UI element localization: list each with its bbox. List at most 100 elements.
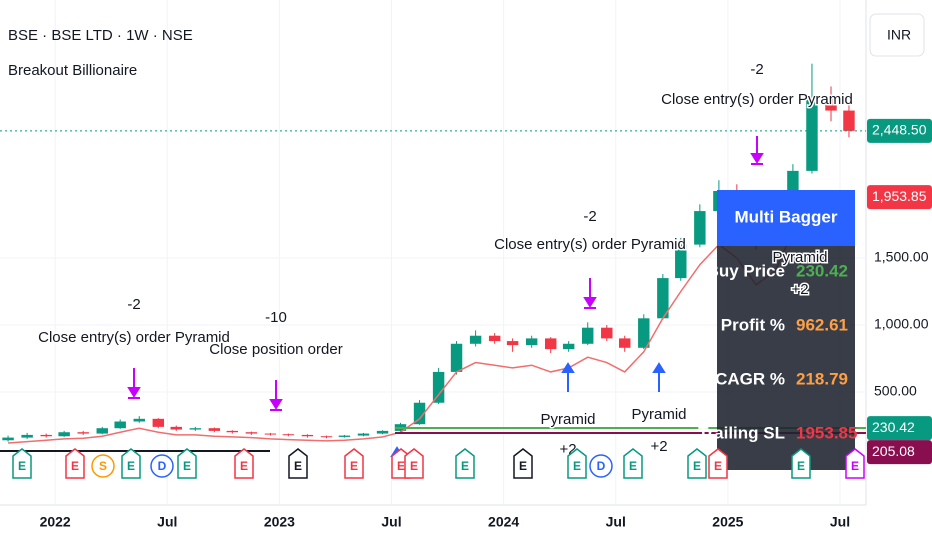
event-badge[interactable] (91, 454, 115, 478)
y-tick-label: 1,000.00 (874, 316, 929, 332)
price-label-bg (867, 416, 932, 441)
event-badge[interactable] (845, 448, 865, 479)
event-badge[interactable] (288, 448, 308, 479)
event-label: E (797, 459, 805, 473)
x-tick-label: 2022 (40, 514, 71, 530)
event-label: E (410, 459, 418, 473)
candle-body (40, 434, 52, 437)
candle-body (562, 343, 575, 350)
candle-body (601, 327, 613, 339)
candle-body (675, 244, 687, 279)
table-label: Trailing SL (698, 423, 785, 442)
event-label: E (183, 459, 191, 473)
y-tick-label: 500.00 (874, 383, 917, 399)
x-tick-label: Jul (157, 514, 177, 530)
table-header: Multi Bagger (735, 207, 838, 226)
currency[interactable]: INR (887, 27, 911, 43)
price-label-bg (867, 185, 932, 210)
event-label: E (18, 459, 26, 473)
chart-title: BSE · BSE LTD · 1W · NSE (8, 27, 193, 44)
candle-body (357, 433, 370, 436)
event-label: E (714, 459, 722, 473)
candle-body (21, 434, 33, 438)
event-badge[interactable] (177, 448, 197, 479)
table-header-bg (717, 190, 855, 246)
event-badge[interactable] (708, 448, 728, 479)
annotation: -2 (583, 208, 596, 225)
table-body-bg (717, 246, 855, 470)
event-badge[interactable] (567, 448, 587, 479)
event-badge[interactable] (623, 448, 643, 479)
event-badge[interactable] (589, 454, 613, 478)
event-badge[interactable] (344, 448, 364, 479)
event-badge[interactable] (455, 448, 475, 479)
x-tick-label: Jul (606, 514, 626, 530)
annotation: Close entry(s) order Pyramid (661, 91, 853, 108)
event-label: D (158, 459, 167, 473)
candle-body (2, 437, 14, 441)
candle-body (264, 433, 277, 435)
event-label: E (350, 459, 358, 473)
annotation: -2 (127, 296, 140, 313)
event-badge[interactable] (404, 448, 424, 479)
x-tick-label: Jul (830, 514, 850, 530)
candle-body (133, 418, 145, 422)
price-label-bg (867, 440, 932, 465)
currency-button[interactable] (869, 13, 925, 57)
indicator-name: Breakout Billionaire (8, 62, 137, 79)
event-label: E (397, 459, 405, 473)
event-label: S (99, 459, 107, 473)
table-value: 1953.85 (796, 423, 857, 442)
event-label: E (519, 459, 527, 473)
event-label: E (240, 459, 248, 473)
event-badge[interactable] (791, 448, 811, 479)
event-badge[interactable] (121, 448, 141, 479)
event-label: E (71, 459, 79, 473)
x-tick-label: 2024 (488, 514, 519, 530)
annotation: -10 (265, 309, 287, 326)
price-label: 205.08 (872, 443, 915, 459)
candle-body (469, 335, 482, 344)
candle-body (152, 418, 165, 427)
event-badge[interactable] (150, 454, 174, 478)
candle-body (245, 432, 258, 434)
event-badge[interactable] (12, 448, 32, 479)
event-label: E (693, 459, 701, 473)
event-badge[interactable] (687, 448, 707, 479)
candle-body (843, 110, 855, 131)
table-value: 230.42 (796, 261, 848, 280)
event-badge[interactable] (234, 448, 254, 479)
annotation: Pyramid (540, 411, 595, 428)
candle-body (376, 430, 389, 434)
candle-body (208, 428, 221, 431)
event-label: E (851, 459, 859, 473)
candle-body (96, 428, 108, 434)
candle-body (226, 430, 239, 433)
event-label: E (573, 459, 581, 473)
candle-body (77, 432, 89, 434)
trailing-sl-line (8, 190, 850, 444)
candle-body (657, 278, 669, 319)
candle-body (525, 338, 538, 346)
overlay: BSE · BSE LTD · 1W · NSE Breakout Billio… (0, 13, 932, 479)
event-label: E (127, 459, 135, 473)
candle-body (114, 421, 126, 429)
event-badge[interactable] (513, 448, 533, 479)
candle-body (58, 432, 70, 437)
x-tick-label: 2025 (712, 514, 743, 530)
table-label: Profit % (721, 315, 785, 334)
candle-body (488, 335, 501, 342)
candle-body (413, 402, 426, 425)
candle-body (825, 97, 837, 111)
candle-body (189, 428, 202, 430)
candle-body (432, 371, 445, 403)
candle-body (545, 338, 557, 350)
event-badge[interactable] (65, 448, 85, 479)
table-value: 218.79 (796, 369, 848, 388)
event-label: E (461, 459, 469, 473)
x-tick-label: 2023 (264, 514, 295, 530)
candle-body (450, 343, 463, 372)
candle-body (582, 327, 594, 344)
x-tick-label: Jul (381, 514, 401, 530)
